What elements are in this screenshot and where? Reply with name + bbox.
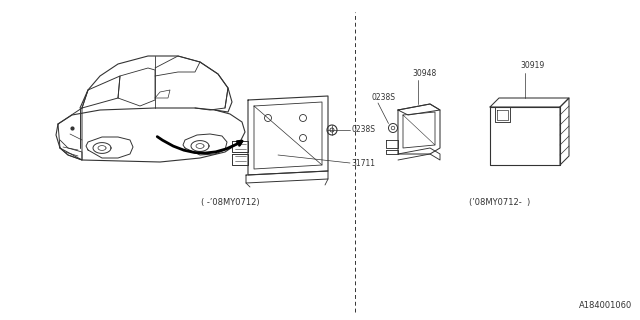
Text: (’08MY0712-  ): (’08MY0712- ) [469, 197, 531, 206]
Text: 0238S: 0238S [351, 125, 375, 134]
Text: 31711: 31711 [351, 158, 375, 167]
Text: A184001060: A184001060 [579, 301, 632, 310]
Text: ( -’08MY0712): ( -’08MY0712) [201, 197, 259, 206]
Text: 30919: 30919 [520, 61, 544, 70]
Text: 30948: 30948 [412, 69, 436, 78]
Text: 0238S: 0238S [371, 93, 395, 102]
